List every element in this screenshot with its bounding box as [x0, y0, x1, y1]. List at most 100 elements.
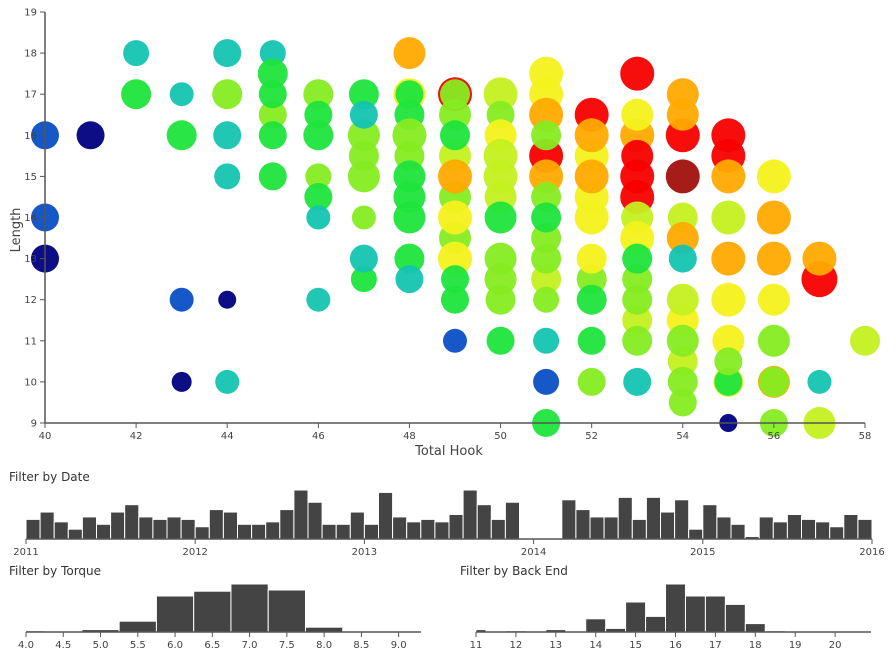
scatter-point[interactable]: [258, 100, 287, 129]
scatter-point[interactable]: [76, 121, 105, 150]
scatter-point[interactable]: [393, 37, 426, 70]
histogram-bar[interactable]: [490, 518, 506, 540]
scatter-point[interactable]: [757, 324, 790, 357]
scatter-point[interactable]: [166, 120, 197, 151]
histogram-bar[interactable]: [625, 601, 647, 633]
scatter-point[interactable]: [349, 244, 378, 273]
histogram-bar[interactable]: [702, 504, 718, 540]
histogram-bar[interactable]: [476, 504, 492, 540]
histogram-bar[interactable]: [293, 489, 309, 540]
scatter-point[interactable]: [393, 201, 426, 234]
histogram-bar[interactable]: [786, 514, 803, 540]
histogram-bar[interactable]: [39, 511, 55, 540]
histogram-bar[interactable]: [744, 623, 766, 633]
scatter-point[interactable]: [306, 205, 331, 230]
histogram-bar[interactable]: [716, 516, 732, 540]
scatter-point[interactable]: [622, 305, 653, 336]
histogram-bar[interactable]: [561, 499, 577, 540]
scatter-point[interactable]: [712, 324, 745, 357]
scatter-point[interactable]: [577, 367, 606, 396]
histogram-bar[interactable]: [392, 516, 408, 540]
histogram-bar[interactable]: [589, 516, 605, 540]
scatter-point[interactable]: [711, 159, 746, 194]
histogram-bar[interactable]: [335, 523, 351, 540]
histogram-bar[interactable]: [704, 595, 726, 633]
histogram-bar[interactable]: [265, 521, 281, 540]
scatter-point[interactable]: [349, 100, 378, 129]
histogram-bar[interactable]: [724, 603, 746, 633]
histogram-bar[interactable]: [96, 523, 112, 540]
histogram-bar[interactable]: [801, 518, 817, 540]
scatter-point[interactable]: [533, 368, 560, 395]
histogram-bar[interactable]: [378, 491, 394, 540]
scatter-point[interactable]: [258, 121, 287, 150]
scatter-point[interactable]: [440, 120, 470, 151]
torque-filter[interactable]: Filter by Torque 4.0 4.5 5.0 5.5 6.0 6.5 7.0 7.…: [9, 564, 421, 651]
histogram-bar[interactable]: [674, 499, 690, 540]
histogram-bar[interactable]: [194, 526, 210, 540]
histogram-bar[interactable]: [406, 521, 422, 540]
scatter-point[interactable]: [531, 120, 562, 151]
scatter-point[interactable]: [347, 160, 380, 193]
scatter-point[interactable]: [576, 264, 607, 295]
histogram-bar[interactable]: [251, 523, 267, 540]
scatter-point[interactable]: [620, 56, 655, 91]
scatter-point[interactable]: [666, 222, 699, 255]
scatter-point[interactable]: [483, 77, 518, 112]
histogram-bar[interactable]: [237, 523, 253, 540]
scatter-point[interactable]: [531, 264, 562, 295]
scatter-point[interactable]: [169, 82, 194, 107]
scatter-point[interactable]: [350, 266, 377, 293]
histogram-bar[interactable]: [67, 528, 83, 540]
scatter-point[interactable]: [258, 162, 287, 191]
scatter-point[interactable]: [121, 79, 152, 110]
scatter-point[interactable]: [443, 328, 467, 353]
histogram-bar[interactable]: [166, 516, 182, 540]
scatter-point[interactable]: [665, 159, 700, 194]
scatter-point[interactable]: [438, 159, 472, 194]
scatter-point[interactable]: [622, 243, 653, 274]
scatter-point[interactable]: [622, 325, 653, 356]
histogram-bar[interactable]: [645, 615, 667, 633]
backend-filter[interactable]: Filter by Back End 11 12 13 14 15 16 17 18 19 20: [460, 564, 871, 651]
scatter-point[interactable]: [621, 98, 654, 131]
scatter-point[interactable]: [259, 40, 286, 67]
scatter-point[interactable]: [757, 283, 790, 316]
histogram-bar[interactable]: [815, 521, 831, 540]
histogram-bar[interactable]: [53, 521, 69, 540]
histogram-bar[interactable]: [843, 514, 859, 540]
scatter-point[interactable]: [533, 327, 560, 354]
scatter-point[interactable]: [212, 79, 243, 110]
histogram-bar[interactable]: [665, 583, 686, 633]
scatter-point[interactable]: [484, 201, 517, 234]
scatter-point[interactable]: [171, 371, 192, 392]
scatter-point[interactable]: [666, 324, 699, 357]
scatter-point[interactable]: [756, 159, 791, 194]
scatter-point[interactable]: [531, 223, 562, 254]
scatter-point[interactable]: [305, 163, 332, 190]
histogram-bar[interactable]: [631, 518, 647, 540]
histogram-bar[interactable]: [603, 516, 619, 540]
scatter-point[interactable]: [441, 285, 469, 314]
histogram-bar[interactable]: [321, 523, 337, 540]
scatter-point[interactable]: [218, 290, 237, 309]
scatter-point[interactable]: [577, 326, 606, 355]
histogram-bar[interactable]: [363, 523, 379, 540]
scatter-point[interactable]: [850, 325, 880, 356]
scatter-point[interactable]: [348, 79, 379, 110]
histogram-bar[interactable]: [645, 496, 662, 540]
scatter-point[interactable]: [758, 366, 789, 397]
scatter-point[interactable]: [533, 286, 560, 313]
histogram-bar[interactable]: [180, 518, 196, 540]
scatter-point[interactable]: [485, 284, 516, 315]
scatter-point[interactable]: [802, 241, 837, 276]
scatter-point[interactable]: [711, 282, 746, 317]
histogram-bar[interactable]: [25, 518, 41, 540]
scatter-point[interactable]: [304, 182, 333, 211]
histogram-bar[interactable]: [267, 589, 306, 633]
scatter-point[interactable]: [576, 243, 607, 274]
histogram-bar[interactable]: [660, 511, 676, 540]
scatter-point[interactable]: [351, 205, 376, 230]
scatter-point[interactable]: [531, 243, 562, 274]
scatter-point[interactable]: [258, 80, 287, 109]
